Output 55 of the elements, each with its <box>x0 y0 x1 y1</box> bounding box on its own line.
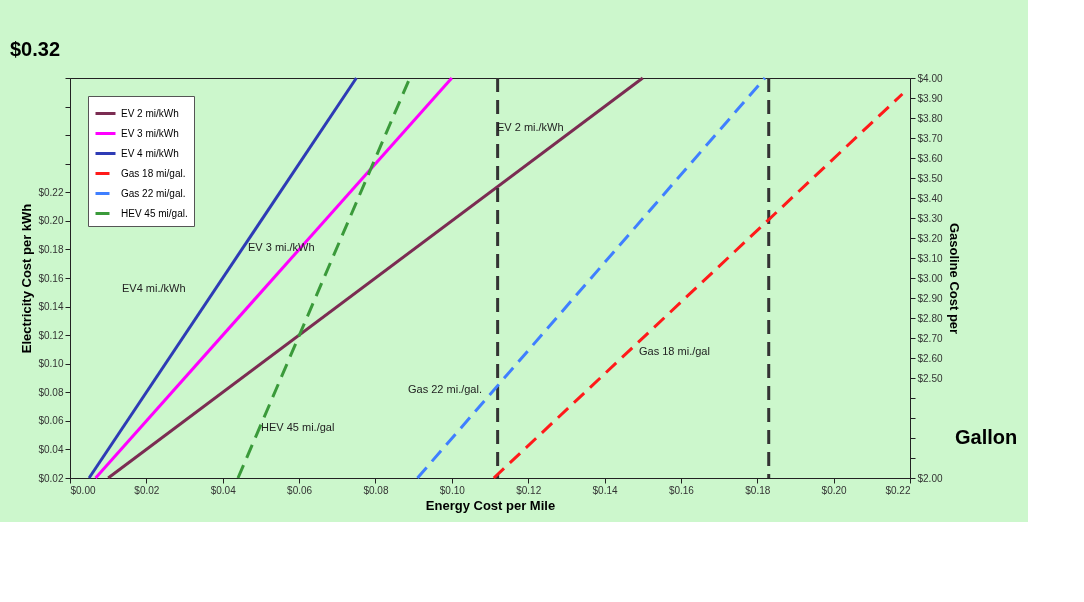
y-tick-label: $0.22 <box>38 186 64 198</box>
x-tick-label: $0.04 <box>210 484 237 496</box>
y2-tick-label: $3.30 <box>917 212 943 224</box>
x-tick-label: $0.02 <box>134 484 160 496</box>
y2-tick-label: $2.00 <box>917 472 943 484</box>
text: Gallon <box>955 426 1018 448</box>
y2-tick-label: $3.00 <box>917 272 943 284</box>
y2-tick-label: $2.60 <box>917 352 943 364</box>
x-tick-label: $0.08 <box>363 484 389 496</box>
y2-tick-label: $2.80 <box>917 312 943 324</box>
legend-label: HEV 45 mi/gal. <box>121 207 188 219</box>
x-tick-label: $0.22 <box>885 484 911 496</box>
y-tick-label: $0.14 <box>38 301 64 313</box>
x-tick-label: $0.14 <box>592 484 618 496</box>
y2-tick-label: $3.40 <box>917 192 943 204</box>
y2-tick-label: $3.60 <box>917 152 943 164</box>
y-tick-label: $0.02 <box>38 472 64 484</box>
y-tick-label: $0.20 <box>38 215 64 227</box>
y2-tick-label: $2.70 <box>917 332 943 344</box>
annotation: EV4 mi./kWh <box>122 282 186 294</box>
y-tick-label: $0.10 <box>38 358 64 370</box>
text: $0.32 <box>10 38 61 60</box>
annotation: Gas 22 mi./gal. <box>408 383 482 395</box>
x-tick-label: $0.12 <box>516 484 542 496</box>
y2-axis-title: Gasoline Cost per <box>946 222 962 335</box>
annotation: Gas 18 mi./gal <box>639 345 710 357</box>
y2-tick-label: $3.50 <box>917 172 943 184</box>
y-tick-label: $0.08 <box>38 386 64 398</box>
x-axis-title: Energy Cost per Mile <box>425 497 556 513</box>
legend-label: Gas 22 mi/gal. <box>121 187 186 199</box>
y-tick-label: $0.16 <box>38 272 64 284</box>
x-tick-label: $0.16 <box>668 484 695 496</box>
x-tick-label: $0.10 <box>439 484 466 496</box>
y-tick-label: $0.18 <box>38 243 64 255</box>
legend-label: Gas 18 mi/gal. <box>121 167 186 179</box>
y2-tick-label: $2.90 <box>917 292 943 304</box>
y2-tick-label: $3.70 <box>917 132 943 144</box>
x-tick-label: $0.00 <box>70 484 96 496</box>
y-tick-label: $0.06 <box>38 415 64 427</box>
y2-tick-label: $2.50 <box>917 372 943 384</box>
y2-tick-label: $3.10 <box>917 252 943 264</box>
x-tick-label: $0.06 <box>287 484 313 496</box>
y-axis-title: Electricity Cost per kWh <box>19 203 35 354</box>
y2-tick-label: $3.80 <box>917 112 943 124</box>
x-tick-label: $0.18 <box>745 484 771 496</box>
x-tick-label: $0.20 <box>821 484 848 496</box>
y-tick-label: $0.04 <box>38 443 64 455</box>
annotation: HEV 45 mi./gal <box>261 421 335 433</box>
legend-label: EV 4 mi/kWh <box>121 147 179 159</box>
y-tick-label: $0.12 <box>38 329 64 341</box>
legend-label: EV 2 mi/kWh <box>121 107 179 119</box>
legend-label: EV 3 mi/kWh <box>121 127 179 139</box>
y2-tick-label: $3.90 <box>917 92 943 104</box>
y2-tick-label: $4.00 <box>917 72 943 84</box>
y2-tick-label: $3.20 <box>917 232 943 244</box>
